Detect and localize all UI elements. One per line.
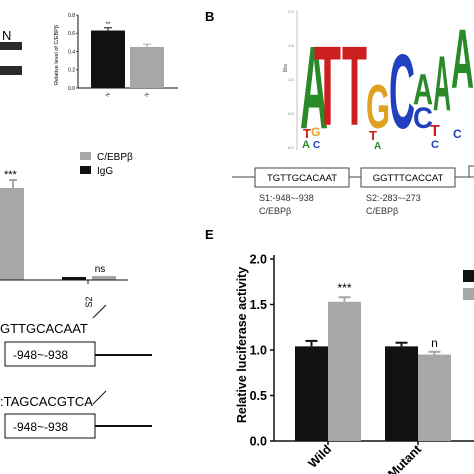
logo-letter-a2: A [413, 65, 433, 114]
small-y-tick-label: 0.0 [68, 86, 75, 92]
construct-1-site: -948~-938 [13, 348, 68, 362]
logo-letter-c: C [389, 33, 415, 151]
panel-top-left: N 0.0 0.2 0.4 0.6 0.8 Relative level of C/EB… [0, 13, 178, 98]
svg-text:2.0: 2.0 [288, 9, 294, 14]
e-significance: *** [337, 281, 351, 295]
site-2-sequence: GGTTTCACCAT [373, 173, 444, 184]
chip-x-label: S2 [84, 296, 94, 307]
small-chart-y-ticks: 0.0 0.2 0.4 0.6 0.8 [68, 13, 78, 92]
e-bar [295, 346, 328, 441]
site-1-sequence: TGTTGCACAAT [267, 173, 337, 184]
construct-2-site: -948~-938 [13, 420, 68, 434]
chip-significance-s2: ns [95, 264, 106, 275]
legend-label-cebpb: C/EBPβ [97, 152, 133, 163]
svg-text:0.5: 0.5 [288, 111, 294, 116]
logo-y-label: Bits [283, 63, 289, 72]
logo-small-letter: C [313, 140, 320, 151]
logo-small-letter: G [311, 125, 320, 139]
construct-2-sequence: :TAGCACGTCA [0, 394, 93, 409]
e-legend-swatch-1 [463, 270, 474, 282]
e-y-tick-label: 2.0 [250, 253, 267, 267]
site-2-factor: C/EBPβ [366, 206, 398, 216]
logo-letter-c2: C [413, 102, 433, 135]
panel-b: B Bits 2.0 1.5 1.0 0.5 0.0 A T T G C A C… [205, 9, 474, 216]
blot-band-2 [0, 66, 22, 75]
chip-bar-s2-cebpb [92, 276, 116, 280]
legend-swatch-cebpb [80, 152, 91, 160]
chip-bar-s2-igg [62, 277, 86, 280]
site-box-2 [360, 167, 456, 188]
logo-small-letter: A [302, 139, 310, 151]
logo-small-letter: C [453, 127, 462, 141]
e-y-ticks: 0.0 0.5 1.0 1.5 2.0 [250, 253, 274, 449]
logo-small-letter: C [431, 139, 439, 151]
e-y-tick-label: 0.5 [250, 389, 267, 403]
panel-chip: C/EBPβ IgG *** ns S2 [0, 152, 133, 308]
legend-swatch-igg [80, 166, 91, 174]
e-bar [385, 346, 418, 441]
logo-letter-a4: A [451, 12, 474, 106]
small-chart-bars [91, 27, 164, 88]
small-y-tick-label: 0.6 [68, 31, 75, 37]
small-bar [130, 46, 164, 88]
chip-bar-s1-cebpb [0, 188, 24, 280]
logo-letter-a3: A [433, 39, 451, 127]
sequence-logo: A T T G C A C A A T G A C T A T C C [300, 12, 474, 154]
logo-letter-g: G [366, 73, 390, 142]
logo-y-ticks: 2.0 1.5 1.0 0.5 0.0 [288, 9, 294, 150]
logo-small-letter: T [369, 128, 377, 143]
panel-e: E Relative luciferase activity 0.0 0.5 1.0… [205, 227, 474, 474]
e-y-label: Relative luciferase activity [235, 267, 249, 423]
logo-letter-a1: A [300, 22, 328, 154]
construct-2-box [4, 413, 96, 439]
svg-text:1.0: 1.0 [288, 77, 294, 82]
logo-small-letter: A [374, 141, 381, 152]
construct-1-box [4, 341, 96, 367]
e-x-label: Wild [306, 442, 334, 470]
e-bars: *** n [295, 281, 451, 445]
small-x-label: N [144, 92, 151, 98]
e-x-label: Mutant [385, 442, 424, 474]
construct-1-tick [92, 304, 107, 319]
partial-letter: N [2, 28, 11, 43]
e-x-labels: Wild Mutant [306, 442, 425, 474]
panel-b-label: B [205, 9, 214, 24]
partial-box [468, 165, 474, 178]
e-y-tick-label: 1.5 [250, 298, 267, 312]
construct-1-sequence: GTTGCACAAT [0, 321, 88, 336]
small-bar [91, 30, 125, 88]
e-y-tick-label: 1.0 [250, 344, 267, 358]
e-significance: n [431, 336, 438, 350]
e-y-tick-label: 0.0 [250, 435, 267, 449]
logo-letter-t1: T [314, 23, 341, 149]
small-chart-significance: ** [106, 22, 111, 28]
construct-2-tick [92, 390, 107, 405]
e-legend-swatch-2 [463, 288, 474, 300]
small-x-label: N [105, 92, 112, 98]
site-box-1 [254, 167, 350, 188]
chip-significance-s1: *** [4, 169, 18, 181]
logo-letter-t2: T [342, 23, 367, 149]
site-1-factor: C/EBPβ [259, 206, 291, 216]
logo-small-letter: T [430, 123, 440, 140]
site-1-position: S1:-948~-938 [259, 193, 314, 203]
e-bar [418, 354, 451, 441]
panel-constructs: GTTGCACAAT -948~-938 :TAGCACGTCA -948~-9… [0, 304, 152, 439]
small-y-tick-label: 0.2 [68, 68, 75, 74]
panel-e-label: E [205, 227, 214, 242]
e-bar [328, 301, 361, 441]
small-chart-y-label: Relative level of C/EBPβ [54, 25, 60, 85]
site-2-position: S2:-283~-273 [366, 193, 421, 203]
svg-text:1.5: 1.5 [288, 43, 294, 48]
blot-band-1 [0, 42, 22, 50]
small-y-tick-label: 0.8 [68, 13, 75, 19]
svg-text:0.0: 0.0 [288, 145, 294, 150]
small-y-tick-label: 0.4 [68, 49, 75, 55]
logo-small-letter: T [303, 126, 311, 141]
legend-label-igg: IgG [97, 166, 113, 177]
